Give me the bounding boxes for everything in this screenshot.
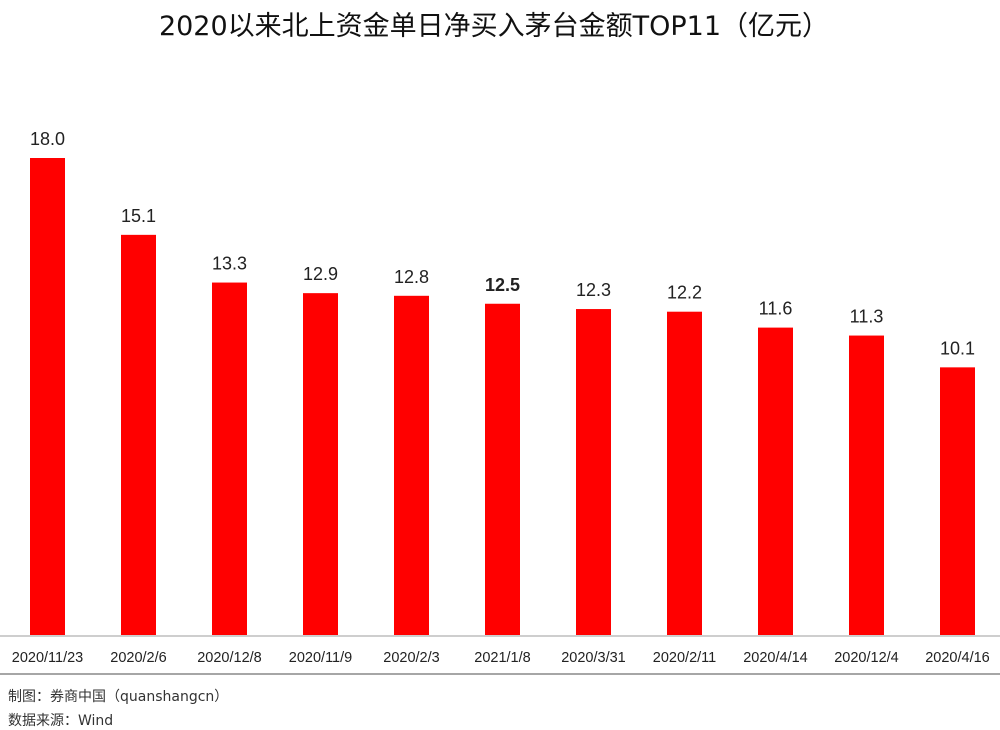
bar-value-label: 12.2 — [667, 283, 702, 303]
bar-value-label: 15.1 — [121, 206, 156, 226]
x-tick-label: 2020/12/8 — [197, 650, 262, 666]
bar-value-label: 11.3 — [850, 307, 884, 327]
x-tick-label: 2020/3/31 — [561, 650, 626, 666]
bar-2020/2/11 — [667, 311, 702, 635]
chart-title: 2020以来北上资金单日净买入茅台金额TOP11（亿元） — [159, 11, 829, 42]
bar-value-label: 12.8 — [394, 267, 429, 287]
bar-value-label: 13.3 — [212, 254, 247, 274]
x-tick-label: 2020/11/23 — [12, 650, 84, 666]
bar-2021/1/8 — [485, 303, 520, 635]
x-tick-label: 2020/2/6 — [110, 650, 166, 666]
bar-2020/3/31 — [576, 309, 611, 635]
bar-2020/2/3 — [394, 295, 429, 635]
bar-2020/4/16 — [940, 367, 975, 635]
bar-value-label: 11.6 — [759, 299, 793, 319]
bar-value-label: 12.9 — [303, 264, 338, 284]
x-tick-label: 2020/4/16 — [925, 650, 990, 666]
bar-2020/4/14 — [758, 327, 793, 635]
bar-2020/11/9 — [303, 293, 338, 635]
bar-value-label: 10.1 — [940, 338, 975, 358]
bar-value-label: 12.5 — [485, 275, 520, 295]
x-tick-label: 2020/2/11 — [653, 650, 716, 666]
bar-2020/12/4 — [849, 335, 884, 635]
chart-maker-note: 制图：券商中国（quanshangcn） — [8, 689, 229, 705]
bar-2020/2/6 — [121, 234, 156, 635]
bar-2020/12/8 — [212, 282, 247, 635]
x-tick-label: 2020/12/4 — [834, 650, 899, 666]
x-tick-label: 2020/11/9 — [289, 650, 352, 666]
x-tick-label: 2021/1/8 — [474, 650, 530, 666]
bar-2020/11/23 — [30, 158, 65, 635]
data-source-note: 数据来源：Wind — [8, 713, 114, 729]
bar-value-label: 12.3 — [576, 280, 611, 300]
x-tick-label: 2020/4/14 — [743, 650, 808, 666]
bar-value-label: 18.0 — [30, 129, 65, 149]
bar-chart: 2020以来北上资金单日净买入茅台金额TOP11（亿元） 18.0 2020/11… — [0, 11, 1000, 675]
x-tick-label: 2020/2/3 — [383, 650, 439, 666]
